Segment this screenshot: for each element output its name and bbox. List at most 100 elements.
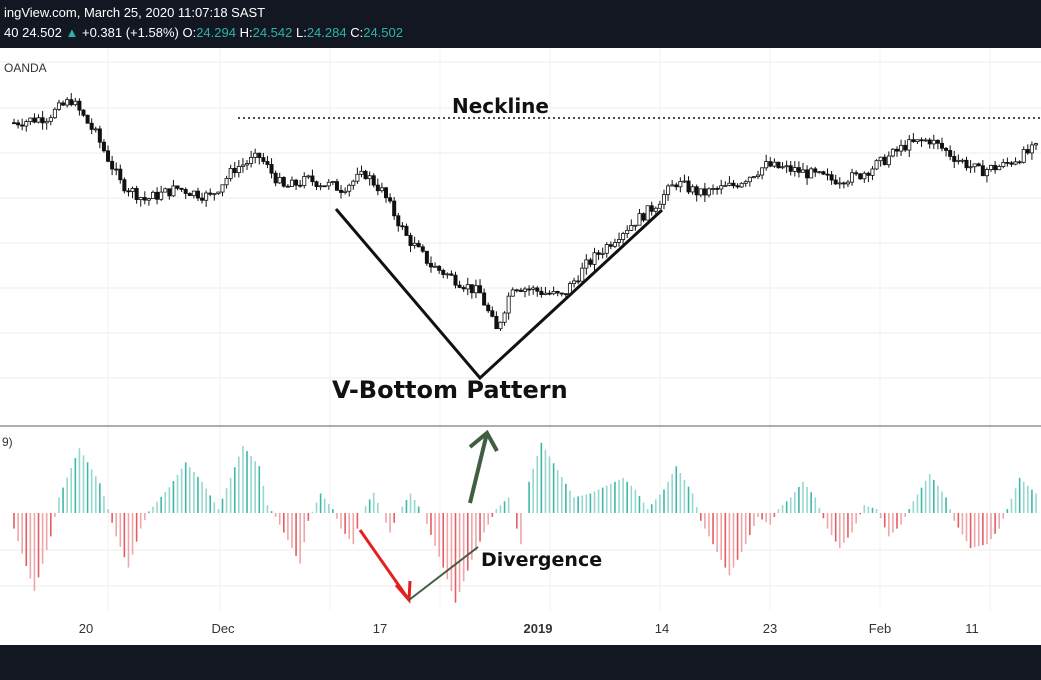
candle [498,321,503,332]
candle [845,179,850,188]
candle [298,179,303,188]
candle [392,197,397,220]
candle [809,166,814,179]
candle [32,113,37,124]
x-tick-label: 20 [79,621,93,636]
candle [461,285,466,292]
candle [923,137,928,142]
candle [899,139,904,157]
candle [751,176,756,179]
candle [424,250,429,266]
candle [208,188,213,197]
candle [555,290,560,297]
candle [114,162,119,176]
candle [420,244,425,254]
candle [980,160,985,177]
candle [106,145,111,163]
candle [1025,144,1030,155]
candle [28,117,33,126]
close-value: 24.502 [363,25,403,40]
top-info-bar: ingView.com, March 25, 2020 11:07:18 SAS… [0,0,1041,48]
x-tick-label: 11 [965,621,979,636]
candle [886,151,891,168]
candle [441,268,446,279]
candle [146,197,151,206]
candle [1029,141,1034,160]
green-arrowhead [468,429,499,452]
candle [126,188,131,197]
candle [833,174,838,185]
candle [878,156,883,167]
bottom-bar [0,645,1041,680]
candle [224,175,229,189]
candle [972,163,977,173]
candle [600,247,605,259]
candle [306,174,311,179]
x-tick-label: Feb [869,621,891,636]
candle [907,135,912,157]
candle [829,170,834,185]
candle [11,118,16,125]
candle [637,208,642,226]
candle [821,170,826,175]
candle [919,137,924,147]
high-label: H: [239,25,253,40]
candle [858,173,863,181]
candle [670,179,675,187]
candle [502,311,507,326]
candle [428,256,433,273]
candle [261,152,266,165]
candle [216,191,221,195]
candle [265,155,270,169]
candle [653,206,658,215]
candle [465,277,470,296]
candle [706,187,711,198]
candle [572,277,577,288]
candle [478,279,483,294]
candle [1005,157,1010,167]
candle [1009,161,1014,167]
candle [927,137,932,149]
candle [854,170,859,176]
low-label: L: [295,25,307,40]
candle [1034,142,1039,150]
candle [375,178,380,196]
candle [81,109,86,117]
candle [604,242,609,258]
v-bottom-label: V-Bottom Pattern [332,376,568,404]
candle [841,181,846,189]
candle [976,162,981,167]
candle [359,165,364,178]
high-value: 24.542 [252,25,293,40]
candle [388,193,393,204]
divergence-arrow-green [468,432,489,504]
candle [813,166,818,177]
candle [960,158,965,164]
candle [633,224,638,231]
candle [506,292,511,320]
candle [788,161,793,176]
candle [964,156,969,171]
candle [531,285,536,295]
x-tick-label: 2019 [524,621,553,636]
candle [269,158,274,179]
candle [437,265,442,274]
candle [629,219,634,232]
open-value: 24.294 [196,25,236,40]
candle [678,177,683,193]
candle [584,254,589,275]
candle [200,192,205,204]
candle [97,125,102,149]
candle [232,162,237,178]
candle [326,179,331,190]
candle [523,286,528,298]
candle [449,270,454,276]
candle [731,180,736,189]
candle [16,119,21,129]
candle [768,157,773,168]
candle [89,118,94,135]
candle [281,176,286,188]
candle [408,232,413,253]
candle [682,174,687,184]
